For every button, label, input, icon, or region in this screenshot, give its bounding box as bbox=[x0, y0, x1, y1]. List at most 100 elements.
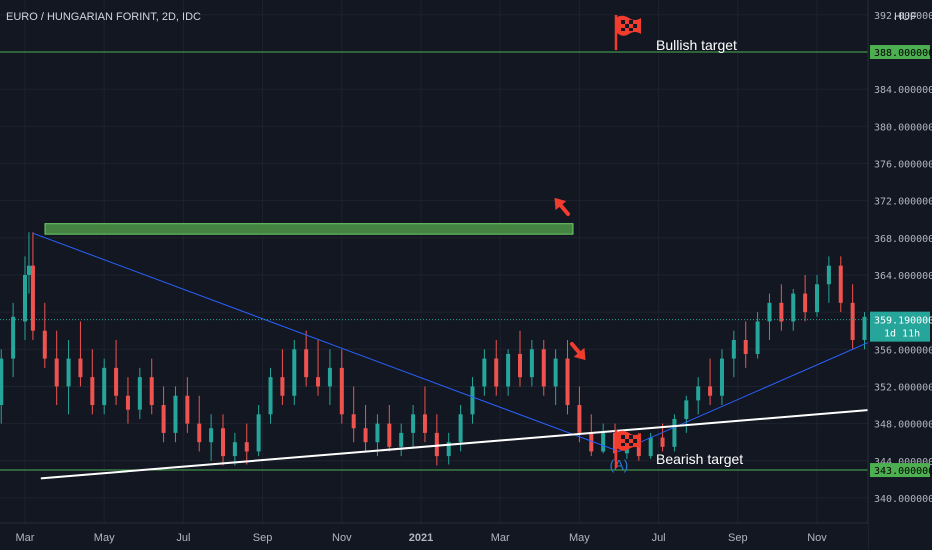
candle-up[interactable] bbox=[529, 339, 534, 387]
candle-up[interactable] bbox=[268, 367, 273, 424]
candle-down[interactable] bbox=[42, 302, 47, 368]
candle-up[interactable] bbox=[470, 377, 475, 424]
support-trendline[interactable] bbox=[40, 321, 932, 480]
candle-down[interactable] bbox=[54, 330, 59, 406]
candle-up[interactable] bbox=[0, 349, 4, 424]
time-axis[interactable]: Mar May Jul Sep Nov 2021 Mar May Jul Sep Nov bbox=[0, 522, 868, 550]
candle-up[interactable] bbox=[11, 302, 16, 378]
target-price-text: 343.000000 bbox=[874, 466, 932, 477]
candle-up[interactable] bbox=[446, 432, 451, 465]
candle-up[interactable] bbox=[482, 349, 487, 396]
candle-down[interactable] bbox=[434, 414, 439, 466]
candle-up[interactable] bbox=[375, 414, 380, 457]
candle-down[interactable] bbox=[185, 377, 190, 433]
candle-down[interactable] bbox=[708, 358, 713, 406]
candle-up[interactable] bbox=[506, 349, 511, 396]
candle-up[interactable] bbox=[862, 312, 867, 350]
candle-up[interactable] bbox=[672, 414, 677, 452]
candle-up[interactable] bbox=[102, 358, 107, 415]
candle-up[interactable] bbox=[553, 349, 558, 406]
candle-down[interactable] bbox=[149, 358, 154, 415]
current-price-text: 359.190000 bbox=[874, 316, 932, 327]
price-axis[interactable]: 392.000000 384.000000 380.000000 376.000000… bbox=[867, 0, 932, 550]
bearish-target-label: Bearish target bbox=[656, 451, 743, 467]
bullish-target-label: Bullish target bbox=[656, 37, 737, 53]
countdown-text: 1d 11h bbox=[884, 329, 920, 340]
candle-up[interactable] bbox=[719, 349, 724, 406]
trendline bbox=[0, 319, 932, 480]
candle-up[interactable] bbox=[731, 330, 736, 378]
candle-up[interactable] bbox=[256, 405, 261, 457]
candle-down[interactable] bbox=[244, 423, 249, 465]
up-arrow-icon bbox=[554, 197, 570, 216]
candle-up[interactable] bbox=[137, 367, 142, 419]
candle-down[interactable] bbox=[304, 330, 309, 387]
candle-up[interactable] bbox=[232, 432, 237, 466]
candle-down[interactable] bbox=[589, 414, 594, 457]
candle-up[interactable] bbox=[327, 349, 332, 406]
candle-down[interactable] bbox=[351, 386, 356, 443]
time-tick-label: Sep bbox=[253, 532, 273, 544]
candle-up[interactable] bbox=[755, 312, 760, 359]
candle-up[interactable] bbox=[684, 395, 689, 433]
candle-up[interactable] bbox=[601, 423, 606, 454]
candle-down[interactable] bbox=[850, 284, 855, 350]
candle-down[interactable] bbox=[78, 321, 83, 387]
candle-down[interactable] bbox=[387, 405, 392, 452]
wave-path[interactable] bbox=[32, 232, 932, 453]
bearish-flag-icon bbox=[614, 430, 641, 468]
candle-down[interactable] bbox=[803, 274, 808, 322]
candle-down[interactable] bbox=[838, 256, 843, 313]
candle-down[interactable] bbox=[339, 349, 344, 424]
candle-down[interactable] bbox=[494, 339, 499, 396]
candle-up[interactable] bbox=[411, 405, 416, 447]
candle-down[interactable] bbox=[577, 386, 582, 443]
price-tick-label: 340.000000 bbox=[874, 494, 932, 505]
candle-down[interactable] bbox=[221, 414, 225, 466]
candle-down[interactable] bbox=[280, 349, 285, 406]
candle-down[interactable] bbox=[660, 423, 665, 452]
candle-up[interactable] bbox=[292, 339, 297, 406]
candle-down[interactable] bbox=[114, 339, 119, 406]
candle-up[interactable] bbox=[767, 293, 772, 340]
candle-down[interactable] bbox=[422, 386, 427, 443]
candle-up[interactable] bbox=[209, 414, 214, 461]
candle-up[interactable] bbox=[66, 339, 71, 415]
candle-down[interactable] bbox=[363, 405, 368, 452]
candle-down[interactable] bbox=[125, 377, 130, 424]
candle-down[interactable] bbox=[30, 232, 35, 340]
candle-up[interactable] bbox=[696, 377, 701, 415]
candle-down[interactable] bbox=[90, 349, 95, 415]
candle-up[interactable] bbox=[23, 256, 27, 340]
candle-down[interactable] bbox=[197, 395, 202, 452]
candle-up[interactable] bbox=[173, 386, 178, 443]
time-tick-label: Jul bbox=[176, 532, 190, 544]
candle-up[interactable] bbox=[26, 232, 31, 294]
candle-down[interactable] bbox=[779, 284, 784, 331]
resistance-zone-rect[interactable] bbox=[44, 223, 574, 235]
candle-up[interactable] bbox=[399, 423, 404, 457]
candle-up[interactable] bbox=[815, 274, 819, 317]
resistance-zone bbox=[44, 223, 574, 235]
candle-down[interactable] bbox=[316, 339, 321, 396]
candle-down[interactable] bbox=[541, 339, 546, 396]
time-tick-label: Mar bbox=[16, 532, 35, 544]
time-tick-label: Nov bbox=[807, 532, 827, 544]
time-tick-label: Jul bbox=[652, 532, 666, 544]
candle-down[interactable] bbox=[518, 330, 522, 387]
price-tick-label: 356.000000 bbox=[874, 345, 932, 356]
price-tick-label: 348.000000 bbox=[874, 420, 932, 431]
time-tick-label: May bbox=[94, 532, 115, 544]
candle-up[interactable] bbox=[791, 288, 796, 331]
price-tick-label: 384.000000 bbox=[874, 85, 932, 96]
target-price-text: 388.000000 bbox=[874, 48, 932, 59]
candle-down[interactable] bbox=[161, 386, 166, 443]
symbol-title: EURO / HUNGARIAN FORINT, 2D, IDC bbox=[6, 11, 201, 23]
candle-down[interactable] bbox=[565, 339, 570, 415]
wave-label: (A) bbox=[610, 456, 629, 472]
bullish-price-tag bbox=[870, 45, 930, 60]
currency-label: HUF bbox=[894, 11, 917, 23]
candle-down[interactable] bbox=[743, 321, 748, 368]
candle-up[interactable] bbox=[826, 256, 831, 303]
